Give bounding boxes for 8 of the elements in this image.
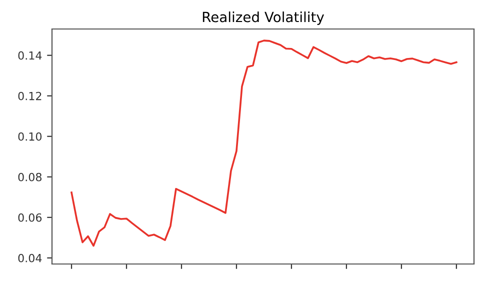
chart-title: Realized Volatility xyxy=(202,12,324,25)
y-tick-label: 0.14 xyxy=(18,51,42,60)
y-tick-label: 0.10 xyxy=(18,132,42,141)
y-tick-label: 0.04 xyxy=(18,254,42,262)
y-tick-label: 0.08 xyxy=(18,172,42,182)
line-series xyxy=(70,40,458,247)
y-tick-label: 0.12 xyxy=(18,92,42,100)
y-tick-label: 0.06 xyxy=(18,213,42,222)
